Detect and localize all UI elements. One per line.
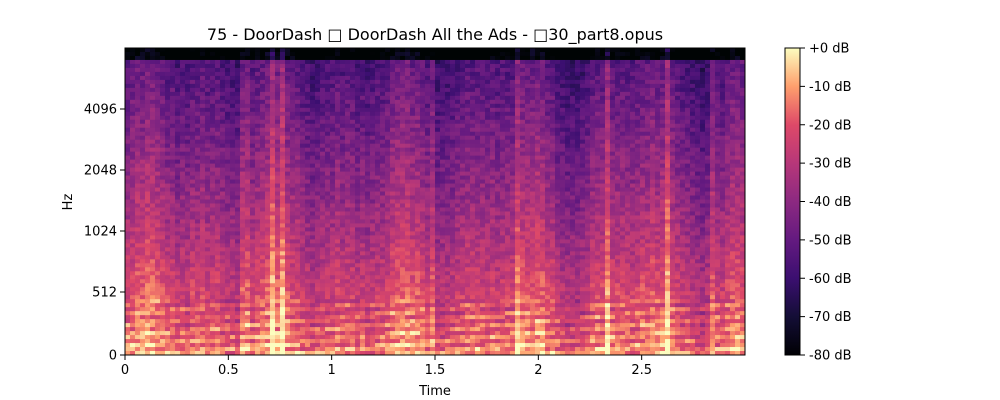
x-tick-label: 0 [121, 363, 129, 378]
spectrogram-area [125, 48, 745, 355]
x-tick-label: 1 [328, 363, 336, 378]
colorbar-tick-label: -40 dB [809, 195, 852, 210]
x-tick-label: 2 [534, 363, 542, 378]
x-tick-label: 2.5 [631, 363, 652, 378]
y-tick-label: 1024 [84, 225, 117, 240]
colorbar-tick-label: +0 dB [809, 42, 849, 57]
colorbar-tick-label: -30 dB [809, 157, 852, 172]
chart-title: 75 - DoorDash □ DoorDash All the Ads - □… [207, 25, 663, 45]
y-axis-label: Hz [61, 194, 76, 211]
colorbar: +0 dB -10 dB -20 dB -30 dB -40 dB -50 dB -60 d… [784, 42, 852, 364]
x-axis: 0 0.5 1 1.5 2 2.5 [121, 355, 652, 378]
colorbar-tick-label: -60 dB [809, 272, 852, 287]
colorbar-tick-label: -70 dB [809, 310, 852, 325]
colorbar-tick-label: -50 dB [809, 233, 852, 248]
x-axis-label: Time [418, 384, 451, 399]
x-tick-label: 0.5 [218, 363, 239, 378]
y-tick-label: 512 [92, 286, 117, 301]
colorbar-tick-label: -10 dB [809, 80, 852, 95]
x-tick-label: 1.5 [425, 363, 446, 378]
colorbar-gradient [784, 47, 801, 356]
y-axis: 0 512 1024 2048 4096 [84, 103, 125, 364]
colorbar-tick-label: -80 dB [809, 349, 852, 364]
y-tick-label: 0 [109, 349, 117, 364]
colorbar-tick-label: -20 dB [809, 118, 852, 133]
y-tick-label: 4096 [84, 103, 117, 118]
y-tick-label: 2048 [84, 164, 117, 179]
